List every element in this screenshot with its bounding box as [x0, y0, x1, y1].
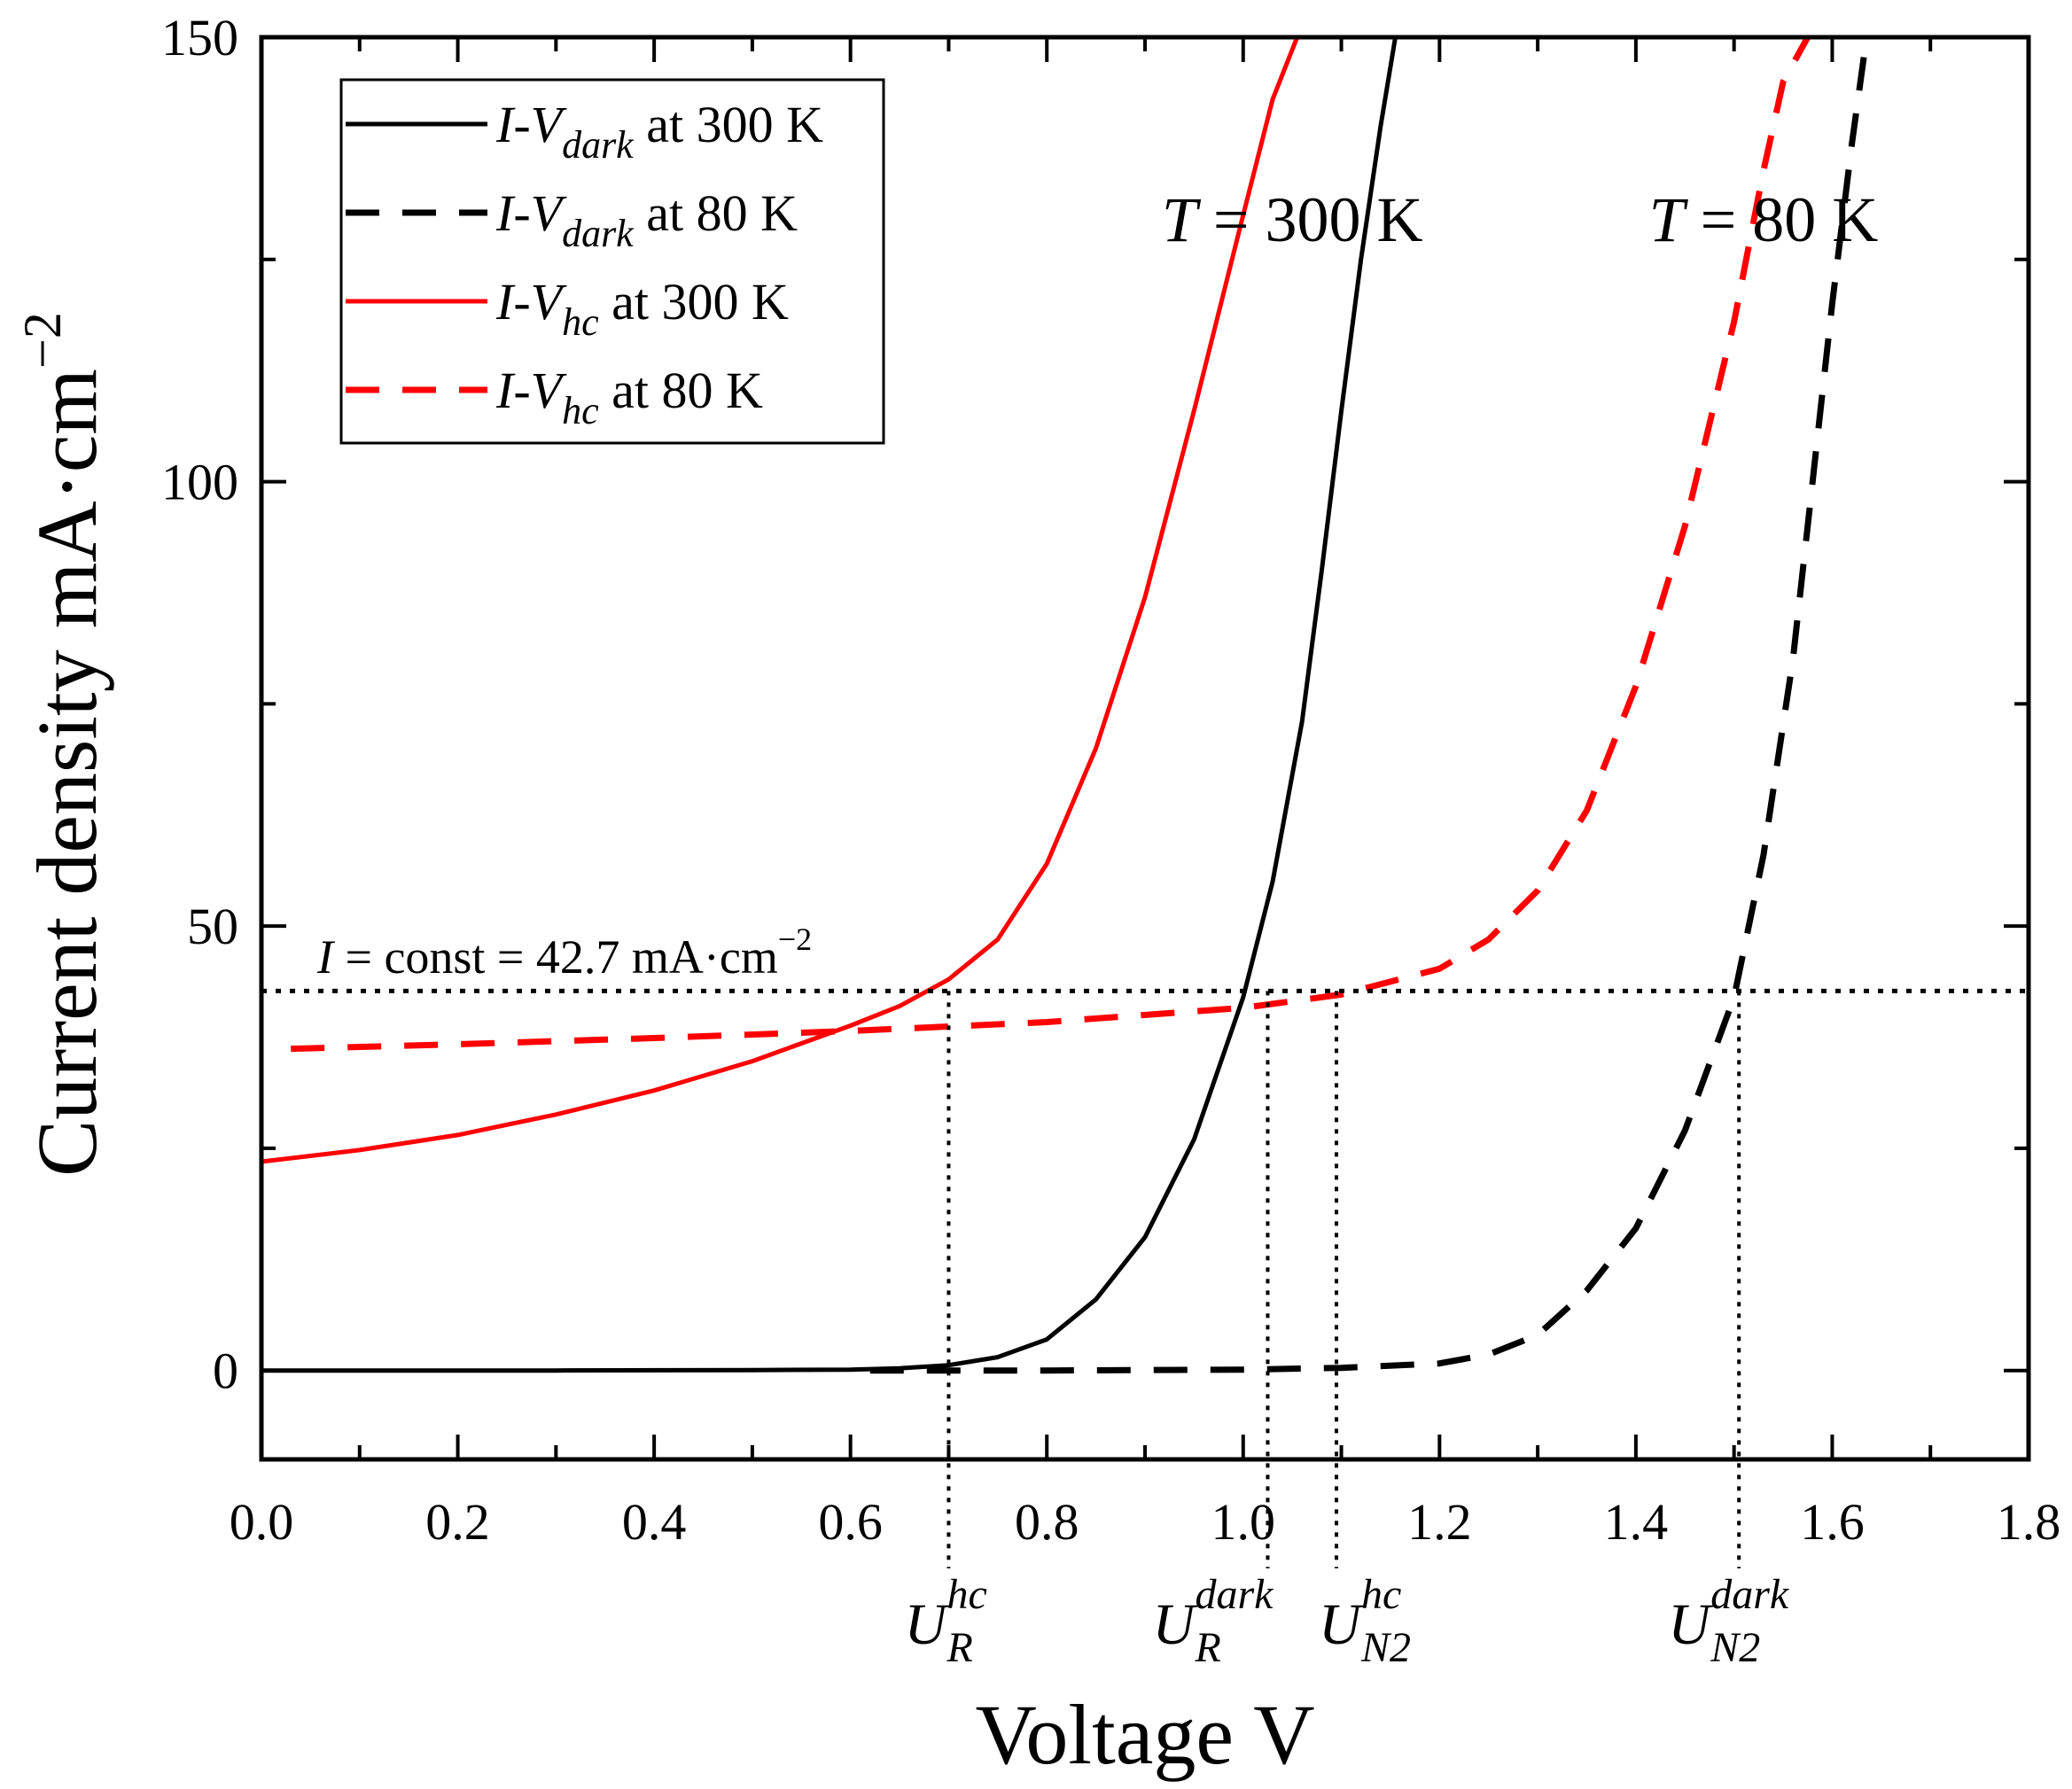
- svg-text:N2: N2: [1710, 1624, 1760, 1671]
- y-axis-title-exponent: −2: [13, 312, 72, 369]
- series-line-0: [261, 36, 1398, 1373]
- svg-text:dark: dark: [1195, 1571, 1274, 1618]
- svg-text:U: U: [1668, 1592, 1714, 1657]
- x-tick-label: 0.8: [1015, 1493, 1079, 1551]
- x-tick-label: 1.4: [1604, 1493, 1669, 1551]
- svg-text:R: R: [1194, 1624, 1220, 1671]
- temperature-label-1: T = 80 K: [1649, 184, 1879, 255]
- legend-label-0: I-Vdark at 300 K: [495, 96, 823, 167]
- x-tick-label: 1.2: [1407, 1493, 1472, 1551]
- x-tick-label: 0.4: [622, 1493, 687, 1551]
- y-tick-label: 100: [161, 454, 238, 511]
- legend-label-3: I-Vhc at 80 K: [495, 362, 763, 432]
- temperature-annotations: T = 300 K T = 80 K: [1162, 184, 1878, 255]
- x-tick-label: 0.2: [425, 1493, 490, 1551]
- svg-text:U: U: [904, 1592, 950, 1657]
- y-axis-title-group: Current density mA·cm−2: [13, 312, 114, 1177]
- x-axis-title: Voltage V: [975, 1687, 1314, 1782]
- legend-box: [339, 78, 885, 445]
- legend-label-2: I-Vhc at 300 K: [495, 273, 789, 344]
- axis-ticks: [260, 35, 2030, 1459]
- svg-text:R: R: [946, 1624, 972, 1671]
- legend-label-1: I-Vdark at 80 K: [495, 184, 798, 255]
- y-tick-label: 150: [161, 9, 238, 66]
- const-current-label: I = const = 42.7 mA·cm−2: [316, 922, 812, 984]
- svg-text:U: U: [1152, 1592, 1198, 1657]
- x-tick-label: 1.6: [1800, 1493, 1865, 1551]
- temperature-label-0: T = 300 K: [1162, 184, 1423, 255]
- y-tick-label: 50: [187, 898, 238, 955]
- x-tick-label: 1.0: [1211, 1493, 1276, 1551]
- svg-text:hc: hc: [946, 1571, 986, 1618]
- y-axis-title: Current density mA·cm: [19, 369, 114, 1177]
- y-tick-label: 0: [213, 1342, 238, 1400]
- plot-curves: [261, 35, 1870, 1374]
- svg-text:N2: N2: [1360, 1624, 1411, 1671]
- reference-lines: [261, 988, 2029, 1568]
- x-tick-label: 1.8: [1997, 1493, 2061, 1551]
- svg-text:hc: hc: [1361, 1571, 1401, 1618]
- legend: I-Vdark at 300 K I-Vdark at 80 K I-Vhc at …: [339, 78, 885, 445]
- svg-text:dark: dark: [1710, 1571, 1790, 1618]
- svg-text:U: U: [1319, 1592, 1365, 1657]
- x-tick-label: 0.6: [818, 1493, 883, 1551]
- series-line-1: [869, 36, 1870, 1374]
- svg-text:Current density mA·cm−2: Current density mA·cm−2: [13, 312, 114, 1177]
- series-line-3: [291, 35, 1811, 1053]
- x-tick-label: 0.0: [230, 1493, 294, 1551]
- axis-tick-labels: 0.0 0.2 0.4 0.6 0.8 1.0 1.2 1.4 1.6 1.8 0 50 100 150: [161, 9, 2060, 1551]
- series-line-2: [261, 36, 1300, 1164]
